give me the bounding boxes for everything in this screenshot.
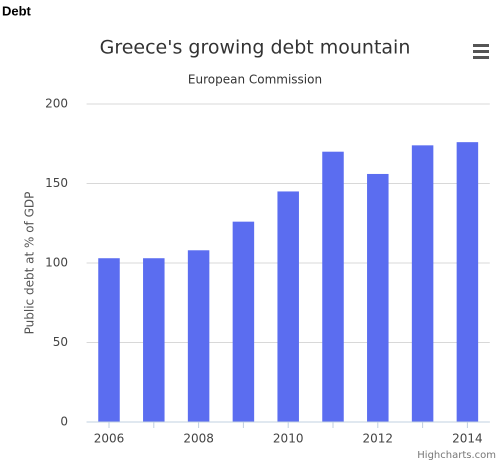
x-tick-label: 2008: [183, 432, 214, 446]
bar: [187, 250, 210, 422]
y-tick-label: 0: [60, 415, 68, 429]
bar: [232, 221, 255, 422]
y-axis-label: Public debt at % of GDP: [23, 192, 37, 335]
page-header: Debt: [2, 3, 32, 18]
bar: [322, 151, 344, 422]
bar: [143, 258, 165, 422]
y-tick-label: 150: [45, 176, 68, 190]
y-tick-label: 100: [45, 256, 68, 270]
bar: [98, 258, 120, 422]
y-tick-label: 200: [45, 97, 68, 111]
chart-title: Greece's growing debt mountain: [100, 37, 411, 59]
y-tick-label: 50: [53, 335, 68, 349]
bar: [367, 173, 389, 422]
x-tick-label: 2014: [452, 432, 483, 446]
x-tick-label: 2006: [94, 432, 125, 446]
x-tick-label: 2012: [363, 432, 394, 446]
chart-subtitle: European Commission: [188, 73, 322, 87]
x-tick-label: 2010: [273, 432, 304, 446]
bar: [411, 145, 434, 422]
bar: [277, 191, 299, 422]
credits[interactable]: Highcharts.com: [417, 450, 496, 461]
bar: [456, 142, 479, 422]
menu-button[interactable]: [473, 44, 489, 59]
